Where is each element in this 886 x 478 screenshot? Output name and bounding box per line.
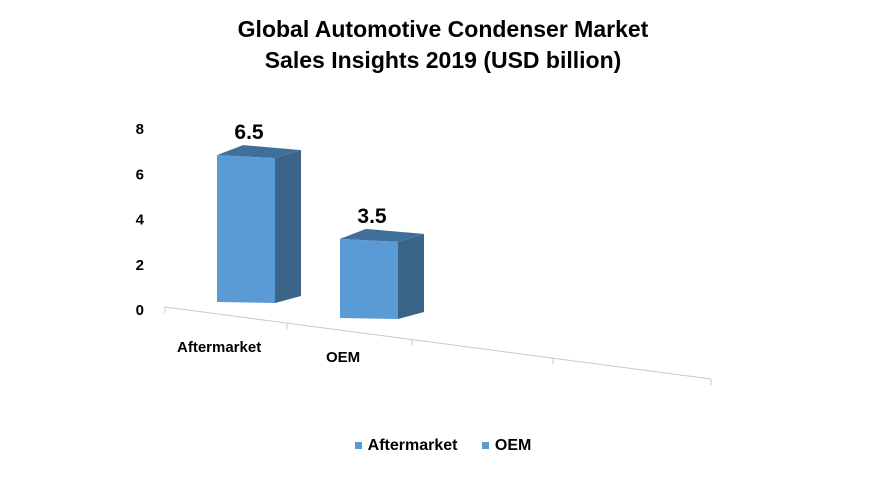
x-tick-label-oem: OEM [326, 349, 360, 366]
data-label-aftermarket: 6.5 [234, 121, 264, 144]
legend-item-oem: OEM [481, 436, 532, 455]
y-tick-label: 2 [136, 257, 144, 274]
bar-oem [340, 238, 398, 319]
bar-top-aftermarket [217, 145, 301, 159]
legend-label-aftermarket: Aftermarket [367, 436, 458, 454]
legend: Aftermarket OEM [0, 436, 886, 455]
x-axis-line [164, 306, 712, 380]
legend-item-aftermarket: Aftermarket [354, 436, 458, 455]
legend-swatch-oem [481, 442, 489, 449]
legend-swatch-aftermarket [354, 442, 362, 449]
y-tick-label: 4 [136, 212, 145, 229]
chart-title-line-1: Global Automotive Condenser Market [237, 16, 649, 42]
y-tick-label: 8 [136, 121, 144, 138]
legend-label-oem: OEM [494, 436, 532, 454]
chart-title: Global Automotive Condenser Market Sales… [0, 14, 886, 76]
chart-title-line-2: Sales Insights 2019 (USD billion) [264, 47, 622, 73]
x-tick-label-aftermarket: Aftermarket [177, 339, 261, 356]
y-tick-label: 6 [136, 166, 144, 183]
bar-side-oem [398, 233, 424, 319]
bar-top-oem [340, 228, 424, 242]
bar-aftermarket [217, 155, 275, 303]
y-tick-label: 0 [136, 302, 144, 319]
bar-side-aftermarket [275, 150, 301, 303]
data-label-oem: 3.5 [357, 205, 387, 228]
